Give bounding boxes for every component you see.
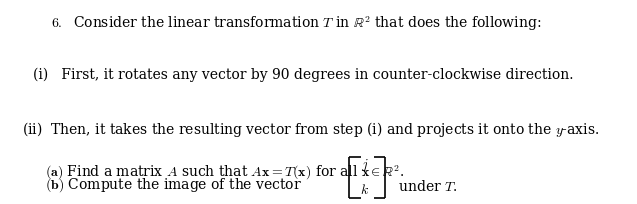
Text: $\mathbf{(a)}$ Find a matrix $A$ such that $A\mathbf{x} = T(\mathbf{x})$ for all: $\mathbf{(a)}$ Find a matrix $A$ such th… <box>45 163 404 182</box>
Text: (i)   First, it rotates any vector by 90 degrees in counter-clockwise direction.: (i) First, it rotates any vector by 90 d… <box>33 67 574 82</box>
Text: $j$: $j$ <box>361 157 369 173</box>
Text: (ii)  Then, it takes the resulting vector from step (i) and projects it onto the: (ii) Then, it takes the resulting vector… <box>22 120 599 139</box>
Text: $k$: $k$ <box>360 183 369 197</box>
Text: $\mathbf{6.}$  Consider the linear transformation $T$ in $\mathbb{R}^2$ that doe: $\mathbf{6.}$ Consider the linear transf… <box>51 14 541 33</box>
Text: under $T$.: under $T$. <box>394 179 457 194</box>
Text: $\mathbf{(b)}$ Compute the image of the vector: $\mathbf{(b)}$ Compute the image of the … <box>45 176 301 194</box>
